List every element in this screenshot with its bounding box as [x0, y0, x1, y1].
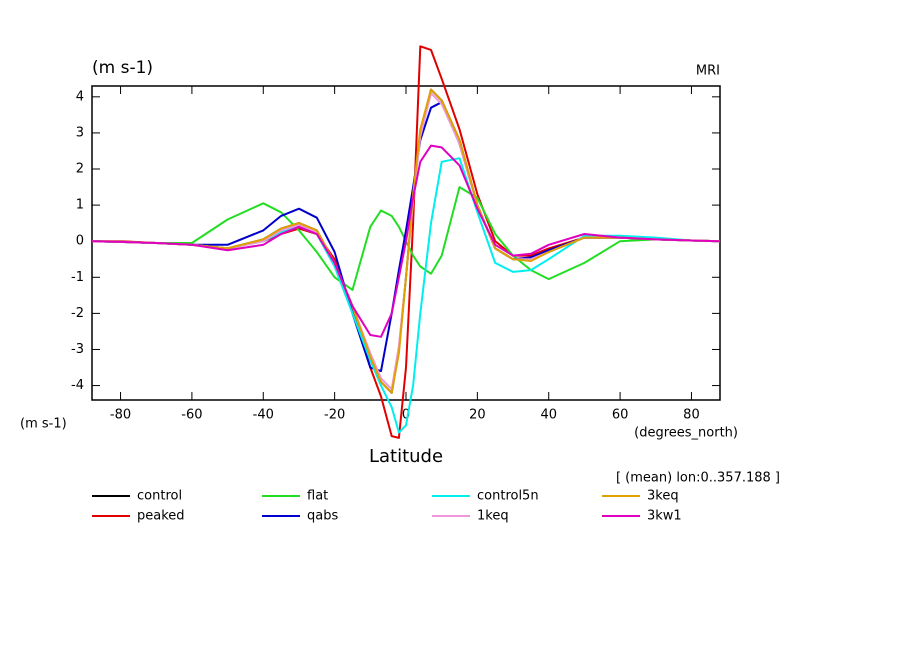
y-tick-label: -1 — [71, 270, 84, 285]
y-tick-label: -4 — [71, 378, 84, 393]
x-tick-label: -20 — [324, 408, 345, 423]
legend-label: flat — [307, 489, 328, 504]
legend-label: 3keq — [647, 489, 679, 504]
legend-label: qabs — [307, 509, 338, 524]
y-tick-label: 0 — [76, 234, 84, 249]
y-tick-label: 4 — [76, 89, 84, 104]
x-tick-label: -80 — [110, 408, 131, 423]
y-tick-label: -2 — [71, 306, 84, 321]
legend-label: peaked — [137, 509, 185, 524]
x-tick-label: 0 — [402, 408, 410, 423]
legend-label: control5n — [477, 489, 539, 504]
x-tick-label: -60 — [181, 408, 202, 423]
y-tick-label: 1 — [76, 198, 84, 213]
series-line — [91, 88, 721, 394]
x-tick-label: -40 — [253, 408, 274, 423]
chart-title: (m s-1) — [92, 58, 153, 78]
chart-subtitle: MRI — [696, 64, 720, 79]
x-tick-label: 80 — [683, 408, 700, 423]
legend-label: control — [137, 489, 182, 504]
y-axis-label: (m s-1) — [20, 417, 67, 432]
x-tick-label: 20 — [469, 408, 486, 423]
series-line — [91, 144, 721, 338]
annotation: [ (mean) lon:0..357.188 ] — [616, 471, 780, 486]
y-tick-label: -3 — [71, 342, 84, 357]
legend-label: 1keq — [477, 509, 509, 524]
x-axis-label: Latitude — [369, 446, 443, 467]
x-axis-unit: (degrees_north) — [634, 426, 738, 441]
y-tick-label: 2 — [76, 162, 84, 177]
y-tick-label: 3 — [76, 125, 84, 140]
legend-label: 3kw1 — [647, 509, 682, 524]
series-line — [91, 101, 721, 373]
series-line — [91, 157, 721, 434]
x-tick-label: 60 — [612, 408, 629, 423]
x-tick-label: 40 — [540, 408, 557, 423]
